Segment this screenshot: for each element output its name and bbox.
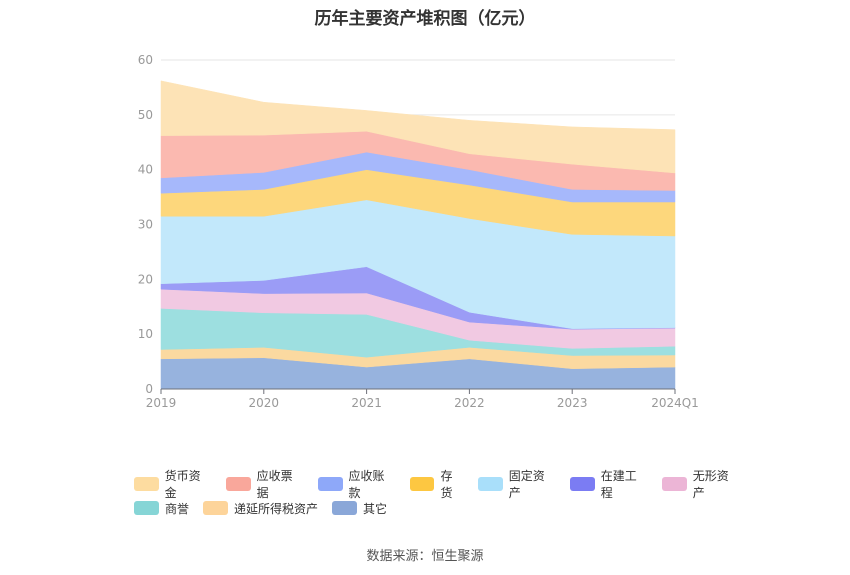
area-series-9[interactable] — [160, 80, 676, 174]
legend-swatch — [478, 477, 503, 491]
legend-item[interactable]: 固定资产 — [478, 467, 556, 501]
legend-swatch — [570, 477, 595, 491]
legend-label: 无形资产 — [692, 469, 729, 500]
chart-title: 历年主要资产堆积图（亿元） — [314, 9, 536, 29]
y-tick-label: 20 — [138, 272, 153, 286]
stacked-area-chart: 0 10 20 30 40 50 60 2019 2020 2021 2022 2023 2024Q1 — [138, 53, 699, 410]
data-source: 数据来源：恒生聚源 — [366, 549, 484, 564]
legend-swatch — [317, 477, 343, 491]
legend-swatch — [134, 501, 159, 515]
legend-item[interactable]: 递延所得税资产 — [203, 500, 318, 517]
x-axis: 2019 2020 2021 2022 2023 2024Q1 — [146, 388, 699, 410]
y-tick-label: 40 — [138, 163, 153, 177]
area-series — [160, 80, 676, 390]
legend-swatch — [225, 477, 251, 491]
legend-label: 递延所得税资产 — [234, 501, 319, 516]
x-tick-label: 2022 — [454, 396, 485, 410]
legend-label: 在建工程 — [600, 469, 637, 500]
x-tick-label: 2024Q1 — [651, 396, 699, 410]
legend-label: 存货 — [440, 469, 453, 500]
legend-label: 其它 — [363, 501, 388, 516]
legend-item[interactable]: 货币资金 — [134, 467, 212, 501]
legend-row-2: 商誉 递延所得税资产 其它 — [134, 496, 754, 520]
legend-label: 商誉 — [165, 501, 190, 516]
y-axis-ticks: 0 10 20 30 40 50 60 — [138, 53, 153, 396]
legend: 货币资金 应收票据 应收账款 存货 固定资产 在建工程 无形资产 商誉 递延所得税资产 其它 — [134, 469, 754, 520]
legend-label: 固定资产 — [508, 469, 545, 500]
legend-item[interactable]: 商誉 — [134, 500, 189, 517]
legend-item[interactable]: 存货 — [409, 467, 464, 501]
legend-swatch — [662, 477, 687, 491]
y-tick-label: 50 — [138, 108, 153, 122]
legend-label: 应收票据 — [256, 469, 293, 500]
x-tick-label: 2021 — [351, 396, 382, 410]
legend-swatch — [332, 501, 358, 515]
legend-item[interactable]: 应收票据 — [225, 467, 304, 501]
legend-item[interactable]: 在建工程 — [570, 467, 648, 501]
y-tick-label: 10 — [138, 327, 153, 341]
legend-item[interactable]: 无形资产 — [662, 467, 740, 501]
x-tick-label: 2020 — [249, 396, 280, 410]
y-tick-label: 30 — [138, 218, 153, 232]
legend-label: 应收账款 — [348, 469, 385, 500]
y-tick-label: 60 — [138, 53, 153, 67]
legend-item[interactable]: 应收账款 — [317, 467, 396, 501]
legend-swatch — [409, 477, 435, 491]
legend-swatch — [203, 501, 229, 515]
legend-row-1: 货币资金 应收票据 应收账款 存货 固定资产 在建工程 无形资产 — [134, 469, 754, 500]
x-tick-label: 2023 — [557, 396, 588, 410]
legend-item[interactable]: 其它 — [332, 500, 387, 517]
legend-label: 货币资金 — [164, 469, 201, 500]
y-tick-label: 0 — [145, 382, 153, 396]
legend-swatch — [134, 477, 159, 491]
x-tick-label: 2019 — [146, 396, 177, 410]
